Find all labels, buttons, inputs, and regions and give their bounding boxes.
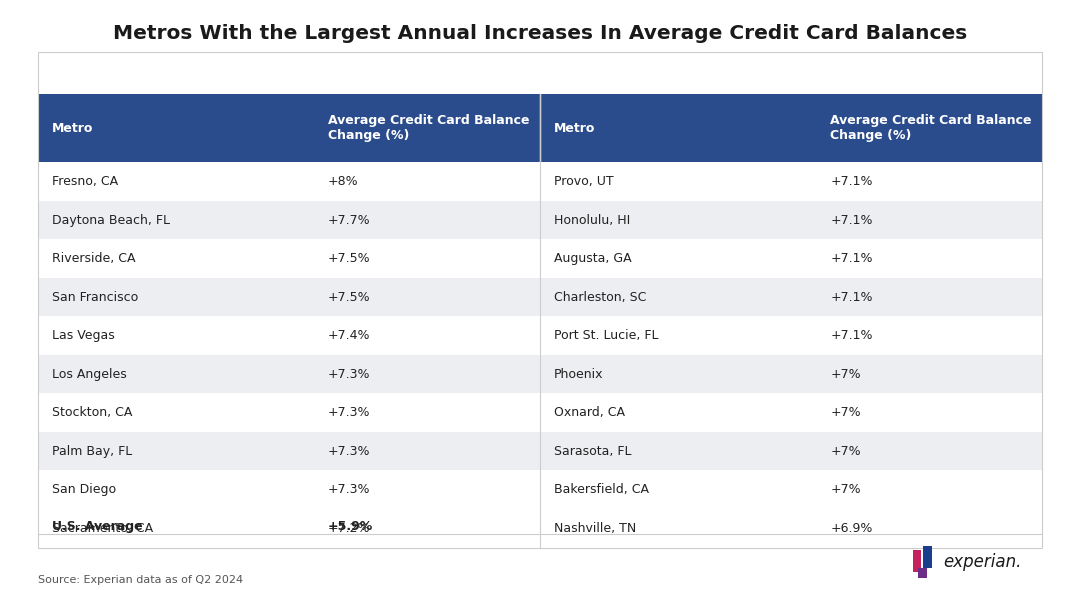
Bar bbox=[38, 52, 1042, 548]
Text: +7.3%: +7.3% bbox=[328, 445, 370, 458]
Text: +5.9%: +5.9% bbox=[328, 520, 374, 533]
Bar bbox=[38, 394, 540, 432]
Bar bbox=[38, 162, 540, 201]
Text: Los Angeles: Los Angeles bbox=[52, 368, 126, 381]
Text: Riverside, CA: Riverside, CA bbox=[52, 252, 135, 265]
Text: Charleston, SC: Charleston, SC bbox=[554, 291, 647, 304]
Text: Sacramento, CA: Sacramento, CA bbox=[52, 522, 153, 535]
Bar bbox=[38, 278, 540, 316]
Bar bbox=[540, 316, 1042, 355]
Bar bbox=[38, 94, 1042, 162]
Text: +7.1%: +7.1% bbox=[831, 214, 873, 227]
Text: +7%: +7% bbox=[831, 368, 861, 381]
Text: Las Vegas: Las Vegas bbox=[52, 329, 114, 342]
Text: Daytona Beach, FL: Daytona Beach, FL bbox=[52, 214, 170, 227]
Text: +7.5%: +7.5% bbox=[328, 252, 370, 265]
Bar bbox=[540, 201, 1042, 240]
Text: +7.2%: +7.2% bbox=[328, 522, 370, 535]
Text: +7%: +7% bbox=[831, 445, 861, 458]
Text: Average Credit Card Balance
Change (%): Average Credit Card Balance Change (%) bbox=[831, 114, 1031, 142]
Bar bbox=[38, 432, 540, 470]
Text: +7.3%: +7.3% bbox=[328, 368, 370, 381]
Bar bbox=[38, 240, 540, 278]
Bar bbox=[38, 470, 540, 509]
Text: +7.5%: +7.5% bbox=[328, 291, 370, 304]
Text: experian.: experian. bbox=[943, 553, 1022, 571]
Bar bbox=[38, 355, 540, 394]
Text: +7.4%: +7.4% bbox=[328, 329, 370, 342]
Text: +8%: +8% bbox=[328, 175, 359, 188]
Bar bbox=[38, 509, 540, 548]
Bar bbox=[540, 394, 1042, 432]
Text: Bakersfield, CA: Bakersfield, CA bbox=[554, 483, 649, 496]
Text: Provo, UT: Provo, UT bbox=[554, 175, 613, 188]
Text: +7.3%: +7.3% bbox=[328, 406, 370, 419]
Text: +7%: +7% bbox=[831, 483, 861, 496]
Text: Stockton, CA: Stockton, CA bbox=[52, 406, 132, 419]
Text: +7.1%: +7.1% bbox=[831, 329, 873, 342]
Bar bbox=[540, 509, 1042, 548]
Bar bbox=[540, 470, 1042, 509]
Text: +7.1%: +7.1% bbox=[831, 175, 873, 188]
Text: Metro: Metro bbox=[52, 122, 93, 135]
Bar bbox=[540, 162, 1042, 201]
Text: Metros With the Largest Annual Increases In Average Credit Card Balances: Metros With the Largest Annual Increases… bbox=[113, 24, 967, 42]
Text: Source: Experian data as of Q2 2024: Source: Experian data as of Q2 2024 bbox=[38, 575, 243, 585]
Text: U.S. Average: U.S. Average bbox=[52, 520, 143, 533]
Text: +7.7%: +7.7% bbox=[328, 214, 370, 227]
Text: +7.1%: +7.1% bbox=[831, 252, 873, 265]
Text: Sarasota, FL: Sarasota, FL bbox=[554, 445, 632, 458]
Bar bbox=[38, 316, 540, 355]
Text: +7.1%: +7.1% bbox=[831, 291, 873, 304]
Text: +7.3%: +7.3% bbox=[328, 483, 370, 496]
Text: Palm Bay, FL: Palm Bay, FL bbox=[52, 445, 132, 458]
Bar bbox=[38, 505, 540, 548]
Bar bbox=[540, 240, 1042, 278]
Bar bbox=[540, 505, 1042, 548]
Text: Phoenix: Phoenix bbox=[554, 368, 604, 381]
Text: Honolulu, HI: Honolulu, HI bbox=[554, 214, 631, 227]
Bar bbox=[38, 201, 540, 240]
Text: Metro: Metro bbox=[554, 122, 595, 135]
Text: Augusta, GA: Augusta, GA bbox=[554, 252, 632, 265]
Bar bbox=[540, 278, 1042, 316]
Text: Nashville, TN: Nashville, TN bbox=[554, 522, 636, 535]
Text: San Francisco: San Francisco bbox=[52, 291, 138, 304]
Text: +7%: +7% bbox=[831, 406, 861, 419]
Text: +6.9%: +6.9% bbox=[831, 522, 873, 535]
Bar bbox=[918, 568, 927, 578]
Text: Fresno, CA: Fresno, CA bbox=[52, 175, 118, 188]
Bar bbox=[540, 355, 1042, 394]
Bar bbox=[913, 550, 921, 572]
Bar bbox=[540, 432, 1042, 470]
Text: Average Credit Card Balance
Change (%): Average Credit Card Balance Change (%) bbox=[328, 114, 529, 142]
Text: Oxnard, CA: Oxnard, CA bbox=[554, 406, 625, 419]
Text: San Diego: San Diego bbox=[52, 483, 116, 496]
Text: Port St. Lucie, FL: Port St. Lucie, FL bbox=[554, 329, 659, 342]
Bar bbox=[923, 546, 932, 568]
